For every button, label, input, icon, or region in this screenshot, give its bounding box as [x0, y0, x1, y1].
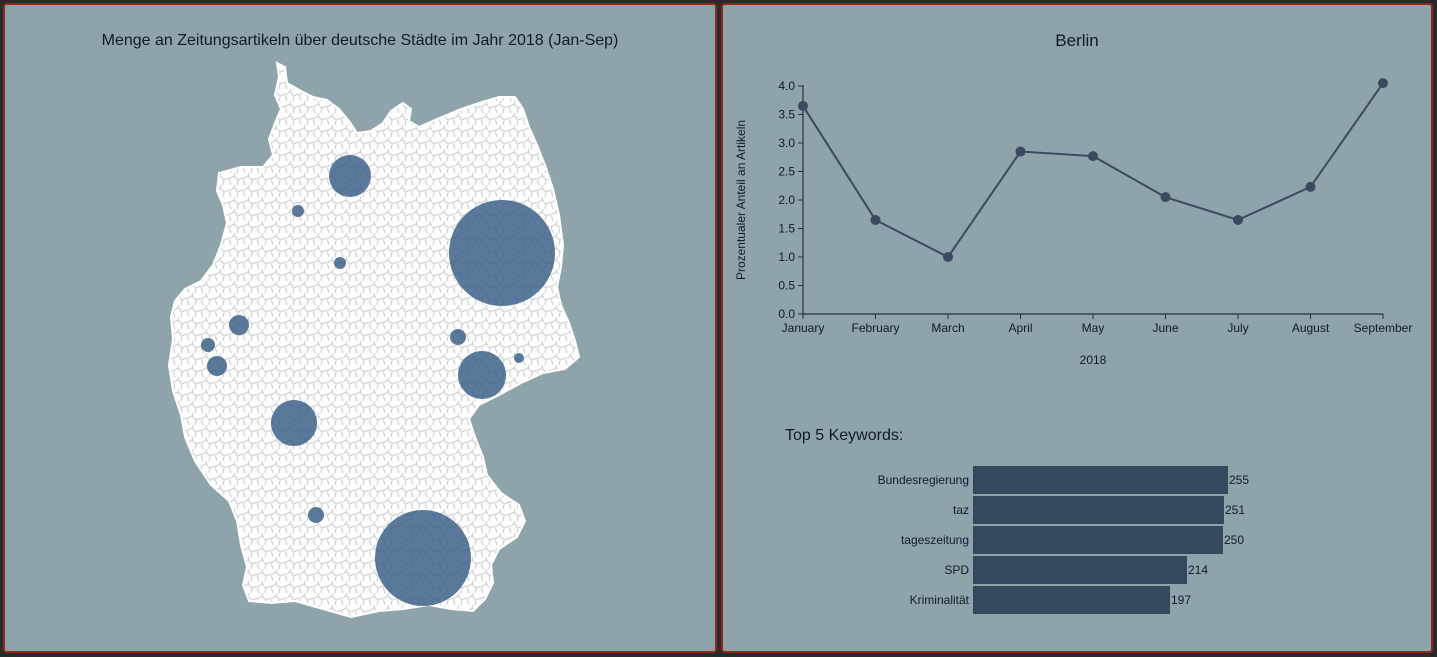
y-tick-label: 2.5 — [778, 165, 795, 179]
keyword-label: Bundesregierung — [878, 473, 969, 487]
y-tick-label: 0.5 — [778, 279, 795, 293]
x-tick-label: June — [1152, 321, 1178, 335]
data-point[interactable] — [1015, 146, 1026, 157]
keyword-value: 197 — [1171, 593, 1191, 607]
y-tick-label: 4.0 — [778, 79, 795, 93]
series-line — [802, 82, 1384, 259]
city-bubble[interactable] — [449, 200, 555, 306]
city-bubble[interactable] — [458, 351, 506, 399]
data-point[interactable] — [1088, 151, 1098, 162]
city-bubble[interactable] — [450, 329, 466, 345]
data-point[interactable] — [1305, 181, 1316, 192]
city-bubbles — [201, 155, 555, 606]
city-bubble[interactable] — [229, 315, 249, 335]
map-panel: Menge an Zeitungsartikeln über deutsche … — [3, 3, 717, 653]
keyword-label: taz — [953, 503, 969, 517]
data-point[interactable] — [1378, 78, 1388, 89]
keyword-value: 214 — [1188, 563, 1208, 577]
keyword-bar[interactable] — [973, 526, 1223, 554]
keyword-value: 255 — [1229, 473, 1249, 487]
x-tick-label: April — [1008, 321, 1032, 335]
x-axis-label: 2018 — [1080, 353, 1107, 367]
x-tick-label: September — [1354, 321, 1413, 335]
data-point[interactable] — [870, 214, 881, 225]
city-bubble[interactable] — [329, 155, 371, 197]
line-chart: 0.0 0.5 1.0 1.5 2.0 2.5 3.0 3.5 4.0 January Februa… — [734, 78, 1413, 367]
city-bubble[interactable] — [201, 338, 215, 352]
y-tick-label: 0.0 — [778, 307, 795, 321]
keyword-bar[interactable] — [973, 556, 1187, 584]
y-tick-label: 2.0 — [778, 193, 795, 207]
city-bubble[interactable] — [334, 257, 346, 269]
city-bubble[interactable] — [514, 353, 524, 363]
city-bubble[interactable] — [375, 510, 471, 606]
map-title: Menge an Zeitungsartikeln über deutsche … — [101, 32, 619, 49]
city-bubble[interactable] — [292, 205, 304, 217]
germany-outline[interactable] — [167, 61, 581, 619]
x-tick-label: May — [1082, 321, 1105, 335]
keyword-label: SPD — [944, 563, 969, 577]
data-point[interactable] — [1233, 214, 1243, 225]
x-tick-label: January — [782, 321, 825, 335]
data-point[interactable] — [943, 252, 953, 262]
data-point[interactable] — [798, 100, 808, 111]
keyword-value: 251 — [1225, 503, 1245, 517]
keywords-title: Top 5 Keywords: — [785, 427, 904, 444]
keyword-bar[interactable] — [973, 466, 1228, 494]
x-tick-label: March — [931, 321, 964, 335]
keyword-bar[interactable] — [973, 586, 1170, 614]
keyword-label: Kriminalität — [910, 593, 970, 607]
y-tick-label: 1.5 — [778, 222, 795, 236]
data-point[interactable] — [1160, 192, 1171, 203]
germany-map[interactable] — [5, 5, 715, 651]
keyword-bar[interactable] — [973, 496, 1224, 524]
x-tick-label: February — [851, 321, 899, 335]
detail-panel: Berlin 0.0 0.5 1.0 1.5 2.0 2.5 3.0 3.5 4.0 Januar… — [721, 3, 1433, 653]
city-bubble[interactable] — [207, 356, 227, 376]
city-title: Berlin — [1055, 31, 1099, 50]
y-tick-label: 3.0 — [778, 136, 795, 150]
city-bubble[interactable] — [271, 400, 317, 446]
keyword-value: 250 — [1224, 533, 1244, 547]
city-bubble[interactable] — [308, 507, 324, 523]
y-tick-label: 3.5 — [778, 108, 795, 122]
y-axis-label: Prozentualer Anteil an Artikeln — [734, 120, 748, 280]
keyword-label: tageszeitung — [901, 533, 969, 547]
x-tick-label: August — [1292, 321, 1330, 335]
y-tick-label: 1.0 — [778, 250, 795, 264]
x-tick-label: July — [1227, 321, 1248, 335]
